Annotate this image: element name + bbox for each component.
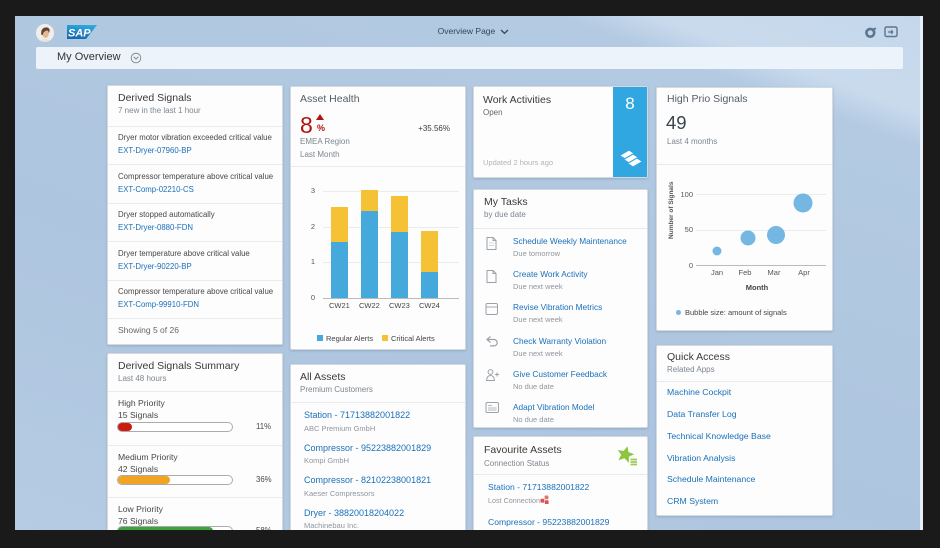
svg-text:SAP: SAP [68, 28, 91, 40]
